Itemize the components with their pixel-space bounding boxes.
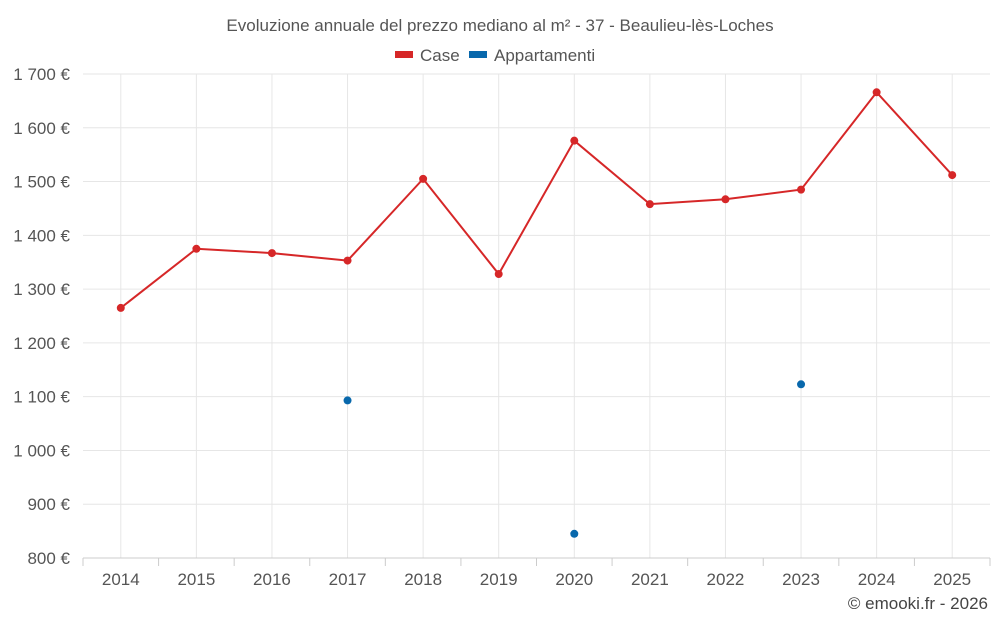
x-tick-label: 2024 <box>858 570 896 589</box>
legend-swatch-appartamenti <box>469 51 487 58</box>
x-tick-label: 2016 <box>253 570 291 589</box>
y-tick-label: 1 500 € <box>13 173 70 192</box>
y-axis: 800 € 900 € 1 000 € 1 100 € 1 200 € 1 300 € 1 … <box>13 65 70 568</box>
y-tick-label: 1 200 € <box>13 334 70 353</box>
data-point-case-2014[interactable] <box>116 303 125 312</box>
data-point-case-2023[interactable] <box>797 185 806 194</box>
legend-label-appartamenti[interactable]: Appartamenti <box>494 46 595 65</box>
data-point-case-2022[interactable] <box>721 195 730 204</box>
x-tick-label: 2025 <box>933 570 971 589</box>
x-axis: 2014 2015 2016 2017 2018 2019 2020 2021 2022 2023… <box>82 557 991 589</box>
data-point-case-2019[interactable] <box>494 270 503 279</box>
y-tick-label: 800 € <box>27 549 70 568</box>
series-points <box>116 88 957 538</box>
y-tick-label: 1 700 € <box>13 65 70 84</box>
x-tick-label: 2017 <box>329 570 367 589</box>
data-point-case-2016[interactable] <box>267 249 276 258</box>
data-point-appartamenti-2020[interactable] <box>570 529 579 538</box>
x-tick-label: 2015 <box>177 570 215 589</box>
data-point-case-2015[interactable] <box>192 244 201 253</box>
legend-label-case[interactable]: Case <box>420 46 460 65</box>
y-tick-label: 1 000 € <box>13 441 70 460</box>
x-tick-label: 2023 <box>782 570 820 589</box>
credit-text: © emooki.fr - 2026 <box>848 594 988 613</box>
y-tick-label: 1 600 € <box>13 119 70 138</box>
legend: Case Appartamenti <box>395 46 595 65</box>
data-point-appartamenti-2017[interactable] <box>343 396 352 405</box>
legend-swatch-case <box>395 51 413 58</box>
grid <box>83 73 990 558</box>
data-point-appartamenti-2023[interactable] <box>797 380 806 389</box>
x-tick-label: 2021 <box>631 570 669 589</box>
y-tick-label: 900 € <box>27 495 70 514</box>
data-point-case-2020[interactable] <box>570 136 579 145</box>
x-tick-label: 2020 <box>555 570 593 589</box>
data-point-case-2024[interactable] <box>872 88 881 97</box>
x-tick-label: 2019 <box>480 570 518 589</box>
series-line-case <box>120 90 953 309</box>
y-tick-label: 1 400 € <box>13 226 70 245</box>
y-tick-label: 1 100 € <box>13 388 70 407</box>
y-tick-label: 1 300 € <box>13 280 70 299</box>
series-lines <box>120 90 953 309</box>
data-point-case-2017[interactable] <box>343 256 352 265</box>
chart-title: Evoluzione annuale del prezzo mediano al… <box>226 16 773 35</box>
x-tick-label: 2014 <box>102 570 140 589</box>
data-point-case-2018[interactable] <box>419 174 428 183</box>
data-point-case-2025[interactable] <box>948 171 957 180</box>
x-tick-label: 2022 <box>707 570 745 589</box>
x-tick-label: 2018 <box>404 570 442 589</box>
data-point-case-2021[interactable] <box>645 200 654 209</box>
